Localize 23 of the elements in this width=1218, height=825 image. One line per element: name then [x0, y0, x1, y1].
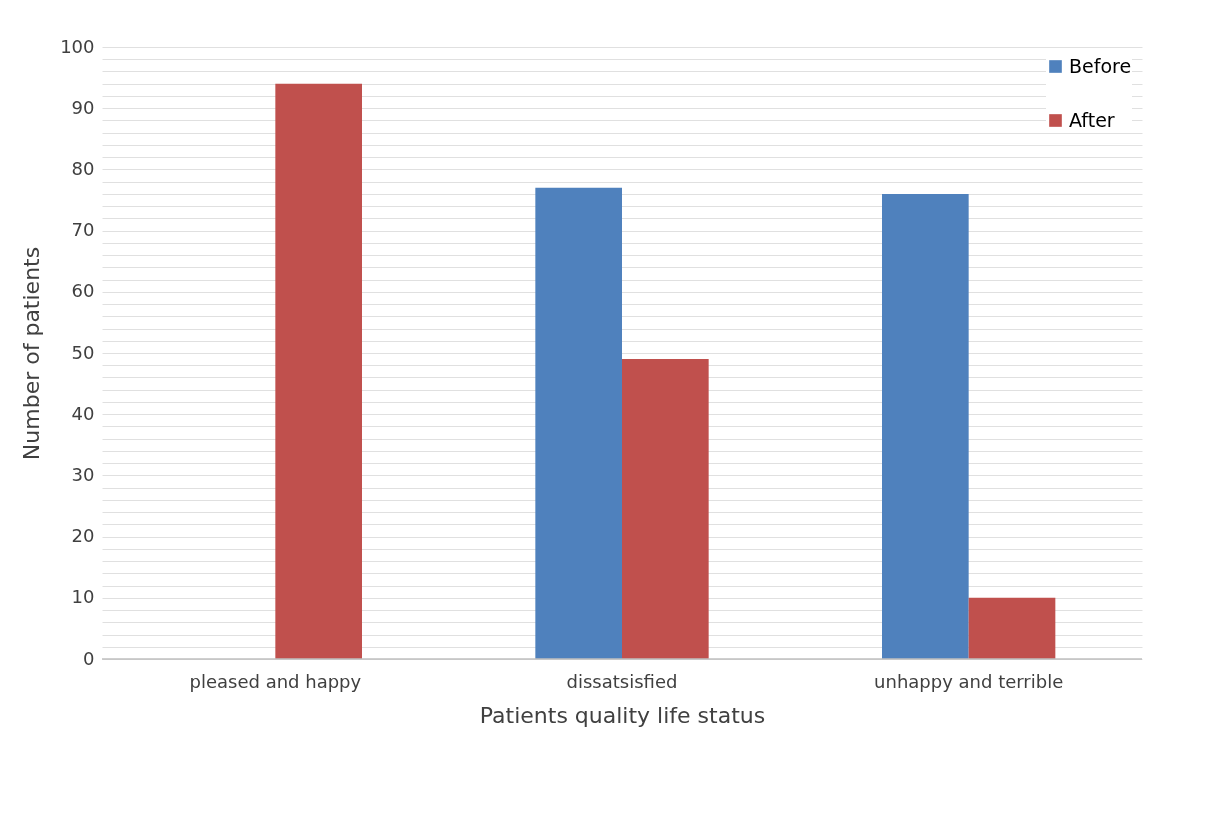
y-tick-label: 80: [71, 157, 95, 179]
y-tick-label: 50: [71, 341, 95, 363]
legend-label: After: [1069, 108, 1115, 131]
bar: [535, 187, 622, 659]
x-axis-title: Patients quality life status: [479, 702, 766, 728]
y-tick-label: 0: [83, 647, 95, 669]
bar: [882, 193, 969, 659]
x-tick-label: unhappy and terrible: [874, 670, 1064, 692]
y-tick-label: 20: [71, 525, 95, 547]
x-tick-label: pleased and happy: [189, 670, 362, 692]
y-tick-label: 90: [71, 96, 95, 118]
y-tick-label: 60: [71, 280, 95, 302]
bar: [275, 83, 362, 659]
y-tick-label: 100: [60, 35, 95, 57]
x-tick-label: dissatsisfied: [566, 670, 678, 692]
y-tick-label: 10: [71, 586, 95, 608]
y-tick-label: 40: [71, 402, 95, 424]
y-axis-title: Number of patients: [19, 246, 45, 461]
legend-label: Before: [1069, 54, 1132, 77]
y-tick-label: 70: [71, 219, 95, 241]
y-tick-label: 30: [71, 463, 95, 485]
bar: [622, 359, 709, 659]
bar: [968, 597, 1056, 659]
